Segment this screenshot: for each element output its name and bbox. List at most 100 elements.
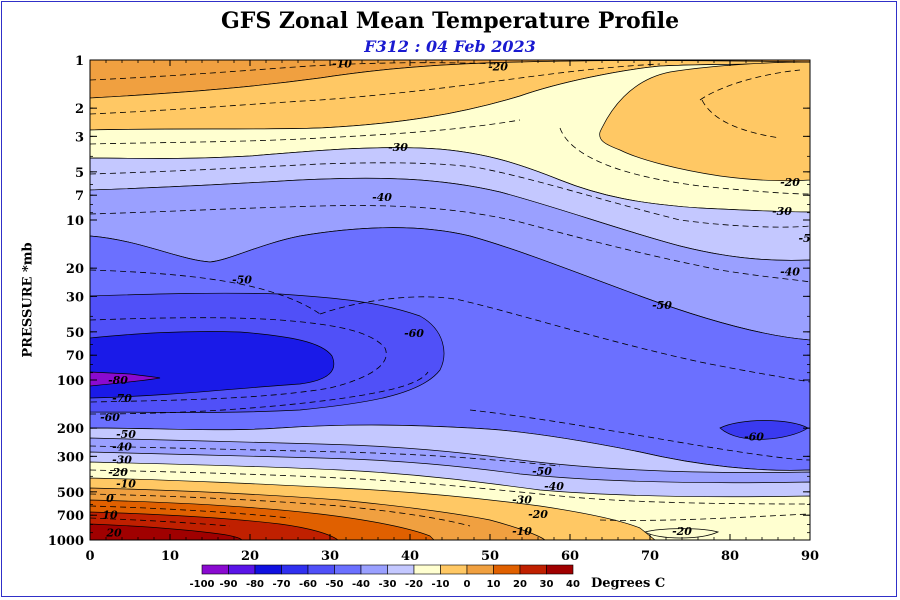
legend-color-box	[466, 564, 494, 575]
dashed-isotherms	[90, 62, 810, 527]
contour-label: -30	[112, 454, 132, 467]
legend-level-label: -80	[246, 579, 264, 590]
contour-label: -30	[512, 494, 532, 507]
contour-label: -20	[488, 61, 508, 74]
x-tick-label: 0	[85, 549, 94, 564]
legend-level-label: -50	[325, 579, 343, 590]
legend-level-label: -40	[352, 579, 370, 590]
y-tick-label: 10	[66, 214, 84, 229]
x-axis: 0 10 20 30 40 50 60 70 80 90	[85, 60, 819, 564]
legend-level-label: 20	[513, 579, 527, 590]
contour-label: 10	[102, 509, 118, 522]
contour-label: 0	[106, 492, 114, 505]
y-tick-label: 1	[75, 54, 84, 69]
y-tick-label: 100	[57, 374, 84, 389]
y-tick-label: 1000	[48, 534, 84, 549]
contour-label: -50	[116, 428, 136, 441]
legend-level-label: -10	[431, 579, 449, 590]
contour-label: -20	[780, 176, 800, 189]
chart-subtitle: F312 : 04 Feb 2023	[364, 37, 536, 56]
x-tick-label: 30	[321, 549, 339, 564]
y-tick-label: 20	[66, 262, 84, 277]
y-tick-label: 2	[75, 102, 84, 117]
legend-color-box	[201, 564, 229, 575]
x-tick-label: 80	[721, 549, 739, 564]
contour-label: -10	[512, 525, 532, 538]
contour-label: -30	[772, 205, 792, 218]
legend-color-box	[546, 564, 574, 575]
contour-label: -40	[544, 480, 564, 493]
y-tick-label: 30	[66, 290, 84, 305]
contour-label: -50	[232, 273, 252, 286]
legend-level-label: -30	[378, 579, 396, 590]
contour-label: -60	[100, 411, 120, 424]
chart-title: GFS Zonal Mean Temperature Profile	[220, 8, 680, 34]
y-tick-label: 300	[57, 450, 84, 465]
x-tick-label: 20	[241, 549, 259, 564]
legend-color-box	[254, 564, 282, 575]
legend-color-box	[360, 564, 388, 575]
contour-label: -20	[672, 525, 692, 538]
legend-color-box	[281, 564, 309, 575]
legend-level-label: -70	[272, 579, 290, 590]
x-tick-label: 10	[161, 549, 179, 564]
legend-level-label: -20	[405, 579, 423, 590]
band-darkestred-low	[90, 523, 243, 540]
contour-label: -50	[798, 232, 818, 245]
legend-color-box	[440, 564, 468, 575]
y-tick-label: 500	[57, 486, 84, 501]
color-legend: -100 -90 -80 -70 -60 -50 -40 -30 -20 -10 0 10 20 30 40…	[189, 564, 665, 591]
x-tick-label: 40	[401, 549, 419, 564]
legend-level-label: 10	[487, 579, 501, 590]
legend-color-box	[519, 564, 547, 575]
contour-label: -10	[332, 57, 352, 70]
band-yellow-pocket	[644, 528, 720, 539]
legend-color-box	[413, 564, 441, 575]
y-tick-label: 3	[75, 130, 84, 145]
y-tick-label: 7	[75, 189, 84, 204]
contour-label: -70	[112, 392, 132, 405]
x-tick-label: 90	[801, 549, 819, 564]
contour-labels: -10 -20-30-40-50-60-20-30-40-50-50-60-80-…	[100, 57, 818, 540]
band-lightorange-right	[599, 61, 810, 182]
plot-border	[89, 59, 811, 541]
x-tick-label: 60	[561, 549, 579, 564]
y-tick-label: 700	[57, 509, 84, 524]
contour-label: -40	[112, 440, 132, 453]
legend-level-label: 30	[540, 579, 554, 590]
contour-label: -50	[652, 299, 672, 312]
legend-color-box	[307, 564, 335, 575]
y-tick-label: 200	[57, 422, 84, 437]
legend-level-label: -60	[299, 579, 317, 590]
x-tick-label: 50	[481, 549, 499, 564]
contour-label: -60	[404, 327, 424, 340]
legend-color-box	[334, 564, 362, 575]
y-tick-label: 70	[66, 349, 84, 364]
legend-level-label: 0	[464, 579, 471, 590]
band-purple	[90, 371, 161, 387]
x-tick-label: 70	[641, 549, 659, 564]
y-tick-label: 50	[66, 326, 84, 341]
legend-level-label: 40	[566, 579, 580, 590]
legend-unit-label: Degrees C	[591, 576, 665, 591]
contour-label: -30	[388, 141, 408, 154]
legend-color-box	[228, 564, 256, 575]
contour-label: -80	[108, 374, 128, 387]
contour-label: -40	[372, 191, 392, 204]
contour-label: -60	[744, 430, 764, 443]
y-tick-label: 5	[75, 166, 84, 181]
legend-level-label: -100	[189, 579, 214, 590]
legend-level-label: -90	[219, 579, 237, 590]
contour-label: -20	[528, 508, 548, 521]
contour-label: 20	[105, 527, 122, 540]
contour-label: -40	[780, 266, 800, 279]
contour-label: -50	[532, 465, 552, 478]
legend-color-box	[387, 564, 415, 575]
contour-label: -10	[116, 478, 136, 491]
legend-color-box	[493, 564, 521, 575]
band-deepblue	[90, 331, 335, 399]
contour-label: -20	[108, 466, 128, 479]
